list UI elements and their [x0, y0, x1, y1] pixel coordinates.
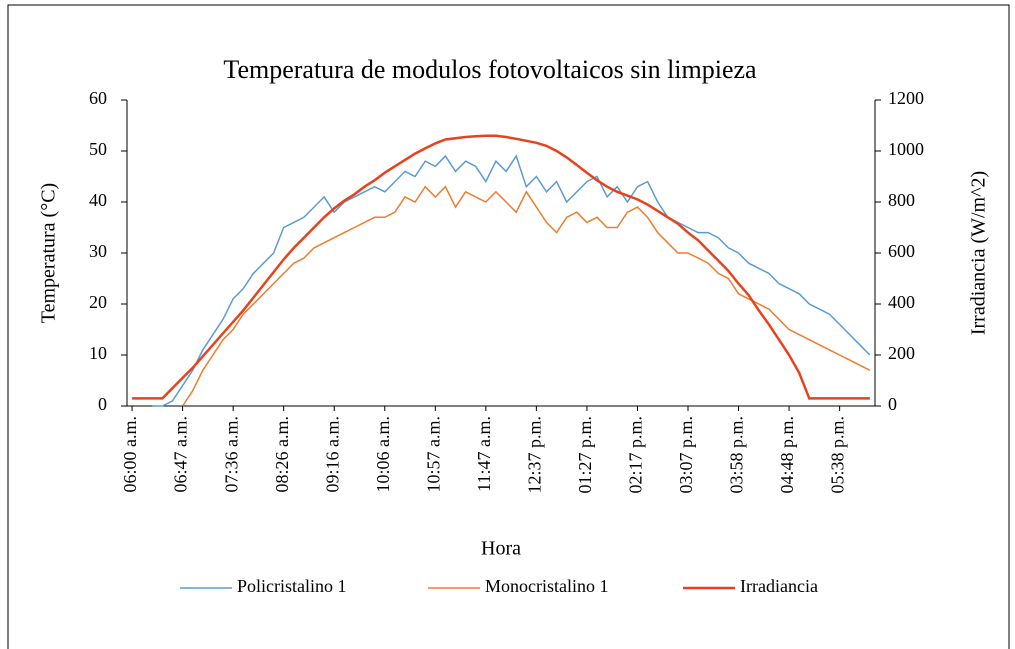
y-tick-label: 0 — [98, 394, 107, 414]
legend-label: Policristalino 1 — [237, 576, 347, 596]
series-line — [132, 134, 870, 400]
x-tick-label: 06:00 a.m. — [120, 416, 140, 493]
x-tick-label: 01:27 p.m. — [575, 416, 595, 494]
y-tick-label: 30 — [89, 241, 107, 261]
y-tick-label: 20 — [89, 292, 107, 312]
x-tick-label: 06:47 a.m. — [171, 416, 191, 493]
figure-border — [7, 4, 1010, 649]
x-tick-label: 03:58 p.m. — [727, 416, 747, 494]
y2-axis-label: Irradiancia (W/m^2) — [968, 171, 990, 335]
y2-tick-label: 0 — [888, 394, 897, 414]
y2-tick-label: 1000 — [888, 139, 924, 159]
y2-tick-label: 200 — [888, 343, 915, 363]
x-tick-label: 05:38 p.m. — [828, 416, 848, 494]
x-tick-label: 11:47 a.m. — [474, 416, 494, 492]
y-tick-label: 50 — [89, 139, 107, 159]
x-tick-label: 10:57 a.m. — [423, 416, 443, 493]
y2-tick-label: 600 — [888, 241, 915, 261]
y2-tick-label: 800 — [888, 190, 915, 210]
x-tick-label: 10:06 a.m. — [373, 416, 393, 493]
x-axis-label: Hora — [481, 538, 521, 560]
series-line — [152, 154, 871, 407]
chart-title: Temperatura de modulos fotovoltaicos sin… — [223, 55, 757, 84]
x-tick-label: 04:48 p.m. — [777, 416, 797, 494]
y2-tick-label: 1200 — [888, 88, 924, 108]
y-tick-label: 40 — [89, 190, 107, 210]
x-tick-label: 02:17 p.m. — [626, 416, 646, 494]
y-tick-label: 60 — [89, 88, 107, 108]
series-line — [181, 185, 871, 407]
x-tick-label: 07:36 a.m. — [221, 416, 241, 493]
x-tick-label: 09:16 a.m. — [322, 416, 342, 493]
x-tick-label: 08:26 a.m. — [272, 416, 292, 493]
x-tick-label: 12:37 p.m. — [525, 416, 545, 494]
legend-label: Irradiancia — [740, 576, 818, 596]
y2-tick-label: 400 — [888, 292, 915, 312]
y-axis-label: Temperatura (°C) — [38, 183, 60, 323]
y-tick-label: 10 — [89, 343, 107, 363]
x-tick-label: 03:07 p.m. — [676, 416, 696, 494]
legend-label: Monocristalino 1 — [485, 576, 609, 596]
